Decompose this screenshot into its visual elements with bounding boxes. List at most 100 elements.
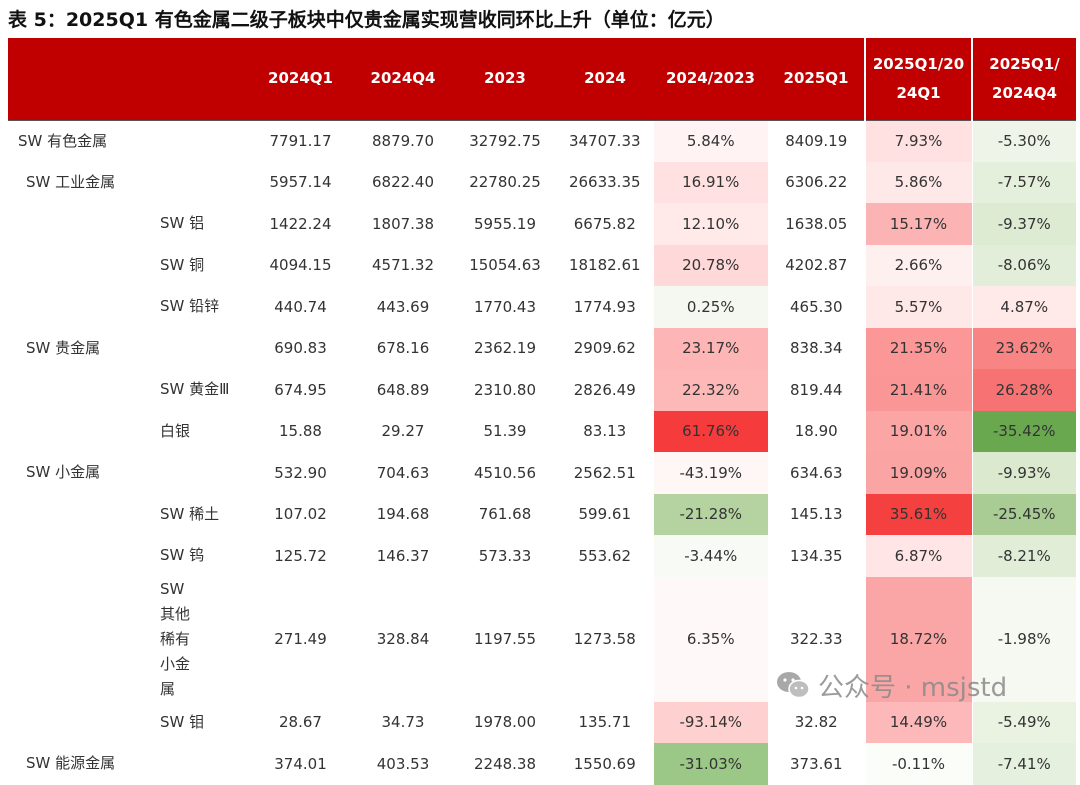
- value-cell: 107.02: [274, 505, 327, 524]
- value-cell: 634.63: [790, 463, 843, 482]
- pct-cell: 23.62%: [971, 327, 1076, 369]
- value-cell: 32.82: [794, 713, 838, 732]
- value-cell: 2826.49: [573, 380, 636, 399]
- table-row: SW 小金属 532.90 704.63 4510.56 2562.51 -43.19% 6…: [8, 452, 1076, 494]
- pct-cell: -93.14%: [652, 701, 768, 743]
- value-cell: 1197.55: [473, 630, 537, 648]
- value-cell: 125.72: [274, 546, 327, 565]
- pct-cell: -43.19%: [652, 452, 768, 494]
- table-row: SW 铅锌 440.74 443.69 1770.43 1774.93 0.25% 465.…: [8, 286, 1076, 328]
- value-cell: 5957.14: [269, 173, 332, 192]
- pct-cell: 22.32%: [652, 369, 768, 411]
- pct-cell: -8.21%: [971, 535, 1076, 577]
- value-cell: 4510.56: [473, 463, 537, 482]
- table-row: SW 铜 4094.15 4571.32 15054.63 18182.61 20.78%…: [8, 244, 1076, 286]
- pct-cell: -9.37%: [971, 203, 1076, 245]
- row-label: SW 小金属: [26, 463, 101, 482]
- value-cell: 135.71: [578, 713, 632, 732]
- row-label: SW 其他稀有小金属: [160, 579, 191, 698]
- value-cell: 4094.15: [269, 256, 332, 275]
- pct-cell: 4.87%: [971, 286, 1076, 328]
- value-cell: 8879.70: [353, 119, 453, 162]
- value-cell: 22780.25: [469, 173, 541, 192]
- value-cell: 32792.75: [453, 119, 557, 162]
- pct-cell: 2.66%: [864, 244, 972, 286]
- row-label: SW 黄金Ⅲ: [160, 380, 230, 399]
- value-cell: 271.49: [274, 630, 327, 648]
- pct-cell: 6.87%: [864, 535, 972, 577]
- value-cell: 532.90: [274, 463, 327, 482]
- pct-cell: 26.28%: [971, 369, 1076, 411]
- header-text: 2024Q1: [268, 69, 333, 88]
- header-cell: [8, 38, 248, 120]
- value-cell: 1550.69: [573, 754, 636, 773]
- pct-cell: 6.35%: [652, 576, 768, 702]
- header-text: 2025Q1/20: [872, 54, 965, 73]
- value-cell: 1774.93: [573, 297, 636, 316]
- pct-cell: -31.03%: [652, 743, 768, 785]
- value-cell: 1638.05: [785, 214, 848, 233]
- header-row: 2024Q1 2024Q4 2023 2024 2024/2023 2025Q1…: [8, 38, 1076, 120]
- pct-cell: 15.17%: [864, 203, 972, 245]
- table-body: SW 有色金属 7791.17 8879.70 32792.75 34707.33 5.8…: [8, 119, 1076, 785]
- row-label: SW 铅锌: [160, 297, 220, 316]
- row-label: 白银: [160, 421, 191, 440]
- table-row: SW 铝 1422.24 1807.38 5955.19 6675.82 12.10% 16…: [8, 203, 1076, 245]
- value-cell: 15054.63: [469, 256, 541, 275]
- row-label: SW 钨: [160, 546, 205, 565]
- value-cell: 18.90: [794, 422, 838, 441]
- pct-cell: -8.06%: [971, 244, 1076, 286]
- pct-cell: -7.41%: [971, 743, 1076, 785]
- header-cell: 2023: [453, 38, 557, 120]
- value-cell: 465.30: [790, 297, 843, 316]
- table-row: 白银 15.88 29.27 51.39 83.13 61.76% 18.90 19.01% -…: [8, 410, 1076, 452]
- value-cell: 28.67: [279, 713, 322, 732]
- value-cell: 8409.19: [768, 119, 865, 162]
- row-label: SW 有色金属: [8, 119, 248, 162]
- header-cell: 2024: [557, 38, 653, 120]
- value-cell: 4202.87: [785, 256, 848, 275]
- row-label: SW 贵金属: [26, 338, 101, 357]
- pct-cell: -35.42%: [971, 410, 1076, 452]
- pct-cell: 61.76%: [652, 410, 768, 452]
- pct-cell: -7.57%: [971, 161, 1076, 203]
- value-cell: 2562.51: [573, 463, 636, 482]
- value-cell: 134.35: [790, 546, 843, 565]
- value-cell: 819.44: [790, 380, 843, 399]
- pct-cell: 7.93%: [864, 119, 972, 162]
- row-label: SW 铝: [160, 214, 205, 233]
- value-cell: 1978.00: [473, 713, 537, 732]
- table-row: SW 贵金属 690.83 678.16 2362.19 2909.62 23.17% 83…: [8, 327, 1076, 369]
- value-cell: 6675.82: [573, 214, 636, 233]
- pct-cell: 12.10%: [652, 203, 768, 245]
- value-cell: 328.84: [376, 630, 430, 648]
- header-cell: 2025Q1/2024Q4: [971, 38, 1076, 120]
- value-cell: 7791.17: [248, 119, 353, 162]
- row-label: SW 铜: [160, 255, 205, 274]
- value-cell: 2310.80: [473, 380, 537, 399]
- value-cell: 440.74: [274, 297, 327, 316]
- pct-cell: 19.09%: [864, 452, 972, 494]
- table-row: SW 有色金属 7791.17 8879.70 32792.75 34707.33 5.8…: [8, 119, 1076, 162]
- financial-table: 2024Q1 2024Q4 2023 2024 2024/2023 2025Q1…: [8, 38, 1076, 785]
- table-row: SW 工业金属 5957.14 6822.40 22780.25 26633.35 16.…: [8, 161, 1076, 203]
- value-cell: 2362.19: [473, 339, 537, 358]
- pct-cell: -21.28%: [652, 493, 768, 535]
- header-cell: 2024Q4: [353, 38, 453, 120]
- value-cell: 5955.19: [473, 214, 537, 233]
- pct-cell: -9.93%: [971, 452, 1076, 494]
- pct-cell: 18.72%: [864, 576, 972, 702]
- pct-cell: 20.78%: [652, 244, 768, 286]
- value-cell: 674.95: [274, 380, 327, 399]
- pct-cell: -3.44%: [652, 535, 768, 577]
- header-text: 2025Q1: [783, 69, 849, 88]
- pct-cell: 21.35%: [864, 327, 972, 369]
- pct-cell: 35.61%: [864, 493, 972, 535]
- pct-cell: 5.57%: [864, 286, 972, 328]
- pct-cell: 19.01%: [864, 410, 972, 452]
- value-cell: 599.61: [578, 505, 632, 524]
- value-cell: 1422.24: [269, 214, 332, 233]
- table-row: SW 黄金Ⅲ 674.95 648.89 2310.80 2826.49 22.32% 81…: [8, 369, 1076, 411]
- pct-cell: 5.86%: [864, 161, 972, 203]
- header-cell: 2024/2023: [653, 38, 768, 120]
